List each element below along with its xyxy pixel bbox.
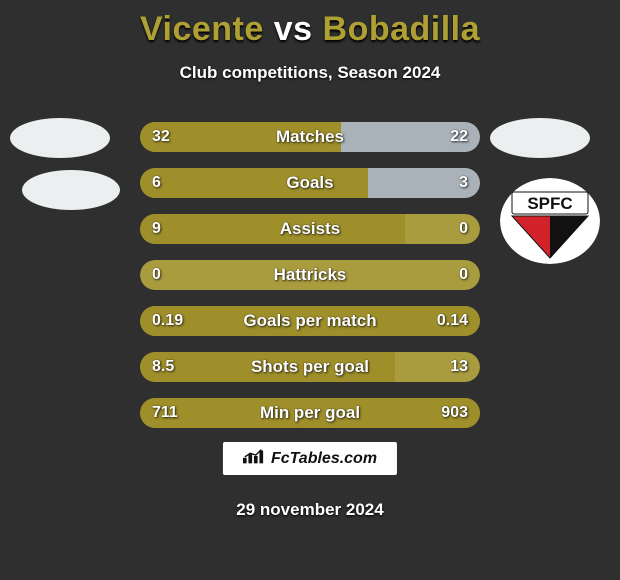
svg-text:SPFC: SPFC (527, 194, 572, 213)
stat-label: Matches (140, 122, 480, 152)
player1-name: Vicente (140, 10, 264, 48)
stat-row: 90Assists (140, 214, 480, 244)
date-label: 29 november 2024 (0, 500, 620, 520)
stat-label: Shots per goal (140, 352, 480, 382)
vs-label: vs (274, 10, 313, 48)
stat-row: 00Hattricks (140, 260, 480, 290)
fctables-text: FcTables.com (271, 450, 377, 468)
stat-row: 63Goals (140, 168, 480, 198)
player1-avatar-1 (10, 118, 110, 158)
stat-row: 8.513Shots per goal (140, 352, 480, 382)
chart-icon (243, 448, 265, 469)
player2-avatar-1 (490, 118, 590, 158)
comparison-title: Vicente vs Bobadilla (0, 0, 620, 49)
stat-row: 0.190.14Goals per match (140, 306, 480, 336)
subtitle: Club competitions, Season 2024 (0, 63, 620, 83)
stat-row: 711903Min per goal (140, 398, 480, 428)
stat-label: Min per goal (140, 398, 480, 428)
player1-avatar-2 (22, 170, 120, 210)
stat-label: Hattricks (140, 260, 480, 290)
stat-row: 3222Matches (140, 122, 480, 152)
stat-label: Assists (140, 214, 480, 244)
stat-label: Goals per match (140, 306, 480, 336)
stat-label: Goals (140, 168, 480, 198)
player2-name: Bobadilla (323, 10, 481, 48)
spfc-crest: SPFC (500, 178, 600, 264)
stats-chart: 3222Matches 63Goals 90Assists 00Hattricks 0.… (140, 122, 480, 444)
fctables-branding: FcTables.com (223, 442, 397, 475)
